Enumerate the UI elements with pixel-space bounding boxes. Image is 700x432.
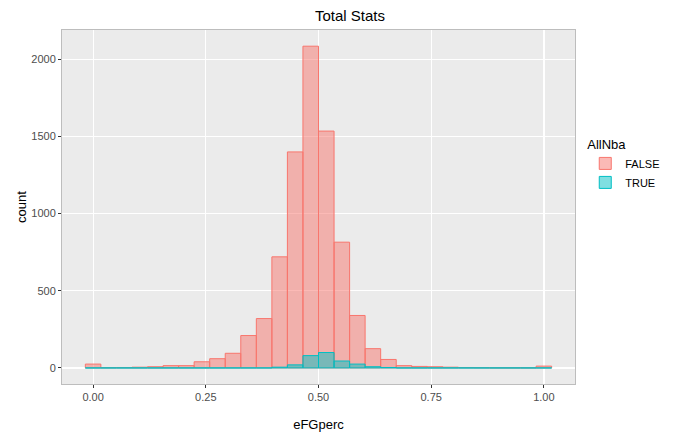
svg-text:500: 500 bbox=[37, 285, 55, 297]
svg-text:0: 0 bbox=[50, 362, 56, 374]
svg-text:1000: 1000 bbox=[31, 207, 55, 219]
svg-text:0.00: 0.00 bbox=[82, 391, 103, 403]
svg-text:1500: 1500 bbox=[31, 130, 55, 142]
svg-text:FALSE: FALSE bbox=[625, 158, 659, 170]
svg-text:0.50: 0.50 bbox=[308, 391, 329, 403]
svg-text:Total Stats: Total Stats bbox=[315, 7, 385, 24]
svg-text:0.75: 0.75 bbox=[420, 391, 441, 403]
svg-text:TRUE: TRUE bbox=[625, 177, 655, 189]
svg-text:0.25: 0.25 bbox=[195, 391, 216, 403]
svg-text:2000: 2000 bbox=[31, 53, 55, 65]
svg-text:1.00: 1.00 bbox=[533, 391, 554, 403]
svg-text:count: count bbox=[14, 191, 29, 223]
svg-text:eFGperc: eFGperc bbox=[293, 417, 344, 432]
svg-text:AllNba: AllNba bbox=[587, 137, 626, 152]
